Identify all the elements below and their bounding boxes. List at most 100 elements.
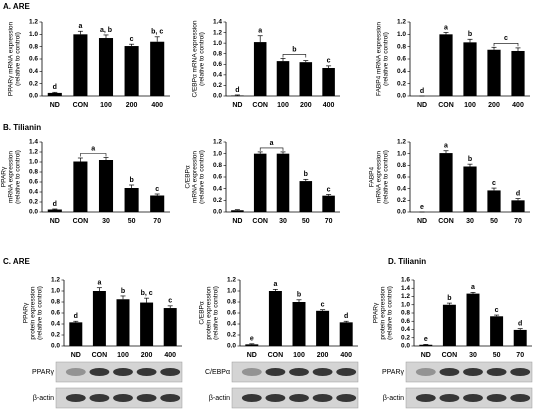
y-tick-label: 0.2	[401, 334, 410, 341]
x-tick-label: 400	[151, 102, 163, 109]
significance-letter: c	[327, 186, 331, 193]
significance-letter: d	[74, 313, 78, 320]
bar	[98, 38, 114, 96]
y-tick-label: 0.6	[401, 318, 410, 325]
bar	[150, 41, 165, 96]
y-tick-label: 1.0	[51, 288, 60, 295]
y-tick-label: 0.4	[397, 185, 406, 192]
significance-letter: d	[53, 84, 57, 91]
y-tick-label: 0.2	[397, 80, 406, 87]
blot-band	[241, 394, 262, 402]
y-tick-label: 0.4	[227, 321, 236, 328]
blot-band	[463, 368, 483, 376]
y-axis-label: PPARγ	[373, 302, 380, 323]
bar	[513, 329, 527, 346]
bar	[245, 344, 259, 346]
significance-letter: e	[420, 204, 424, 211]
significance-letter: b	[121, 288, 125, 295]
x-tick-label: 200	[141, 352, 153, 359]
x-tick-label: 50	[490, 218, 498, 225]
y-tick-label: 0.8	[29, 43, 38, 50]
y-axis-label: protein expression	[30, 286, 37, 339]
significance-letter: c	[504, 35, 508, 42]
y-tick-label: 0.0	[29, 209, 38, 216]
bar	[92, 291, 106, 346]
blot-label: β-actin	[383, 395, 404, 402]
bar	[268, 291, 282, 346]
blot-band	[510, 368, 531, 376]
bar	[116, 299, 130, 346]
significance-letter: c	[168, 298, 172, 305]
y-tick-label: 1.0	[29, 31, 38, 38]
y-tick-label: 0.2	[227, 332, 236, 339]
bar	[419, 344, 433, 346]
y-tick-label: 1.2	[29, 19, 38, 26]
y-tick-label: 1.0	[401, 301, 410, 308]
bracket	[282, 54, 307, 58]
blot-band	[265, 394, 286, 402]
x-tick-label: 30	[469, 352, 477, 359]
y-tick-label: 0.6	[51, 310, 60, 317]
significance-letter: b, c	[151, 29, 163, 36]
y-tick-label: 1.2	[51, 277, 60, 284]
x-tick-label: 50	[493, 352, 501, 359]
bar	[124, 46, 139, 96]
x-tick-label: ND	[232, 102, 242, 109]
bar	[442, 304, 456, 346]
y-axis-label: mRNA expression	[192, 151, 199, 203]
significance-letter: d	[518, 321, 522, 328]
y-tick-label: 0.0	[397, 209, 406, 216]
x-tick-label: ND	[417, 102, 427, 109]
bar	[73, 161, 88, 212]
bracket	[80, 153, 107, 157]
y-axis-label: PPARγ	[1, 166, 8, 187]
bar	[98, 160, 114, 212]
blot-label: PPARγ	[32, 369, 55, 376]
significance-letter: e	[250, 336, 254, 343]
blot-band	[312, 394, 333, 402]
y-tick-label: 0.8	[401, 310, 410, 317]
y-axis-label: (relative to control)	[15, 32, 22, 86]
x-tick-label: CON	[252, 218, 268, 225]
x-tick-label: 400	[323, 102, 335, 109]
bar	[140, 302, 154, 346]
y-axis-label: (relative to control)	[15, 150, 22, 204]
y-axis-label: C/EBPα	[185, 165, 192, 189]
blot-label: β-actin	[33, 395, 54, 402]
bar	[253, 153, 267, 212]
y-tick-label: 1.0	[227, 288, 236, 295]
y-tick-label: 0.4	[29, 189, 38, 196]
y-axis-label: FABP4 mRNA expression	[376, 22, 383, 96]
significance-letter: c	[155, 186, 159, 193]
y-tick-label: 0.0	[227, 343, 236, 350]
y-axis-label: FABP4	[369, 166, 376, 187]
blot-band	[160, 394, 181, 402]
significance-letter: b	[129, 177, 133, 184]
y-tick-label: 1.0	[397, 31, 406, 38]
y-axis-label: protein expression	[380, 286, 387, 339]
bar	[299, 62, 313, 96]
x-tick-label: 200	[300, 102, 312, 109]
panel-label: D. Tilianin	[388, 257, 426, 266]
y-tick-label: 0.2	[29, 199, 38, 206]
significance-letter: a	[97, 280, 101, 287]
bar	[316, 310, 330, 346]
x-tick-label: CON	[438, 102, 454, 109]
x-tick-label: 400	[164, 352, 176, 359]
bar	[73, 34, 88, 96]
bar	[511, 50, 525, 96]
x-tick-label: ND	[421, 352, 431, 359]
blot-label: β-actin	[209, 395, 230, 402]
significance-letter: a	[471, 284, 475, 291]
bar	[463, 166, 477, 212]
bar	[322, 67, 335, 96]
bar	[299, 181, 313, 212]
y-axis-label: PPARγ	[23, 302, 30, 323]
blot-label: PPARγ	[382, 369, 405, 376]
blot-band	[113, 394, 133, 402]
y-axis-label: protein expression	[206, 286, 213, 339]
x-tick-label: ND	[232, 218, 242, 225]
blot-band	[136, 368, 157, 376]
y-tick-label: 0.0	[401, 343, 410, 350]
x-tick-label: 100	[117, 352, 129, 359]
